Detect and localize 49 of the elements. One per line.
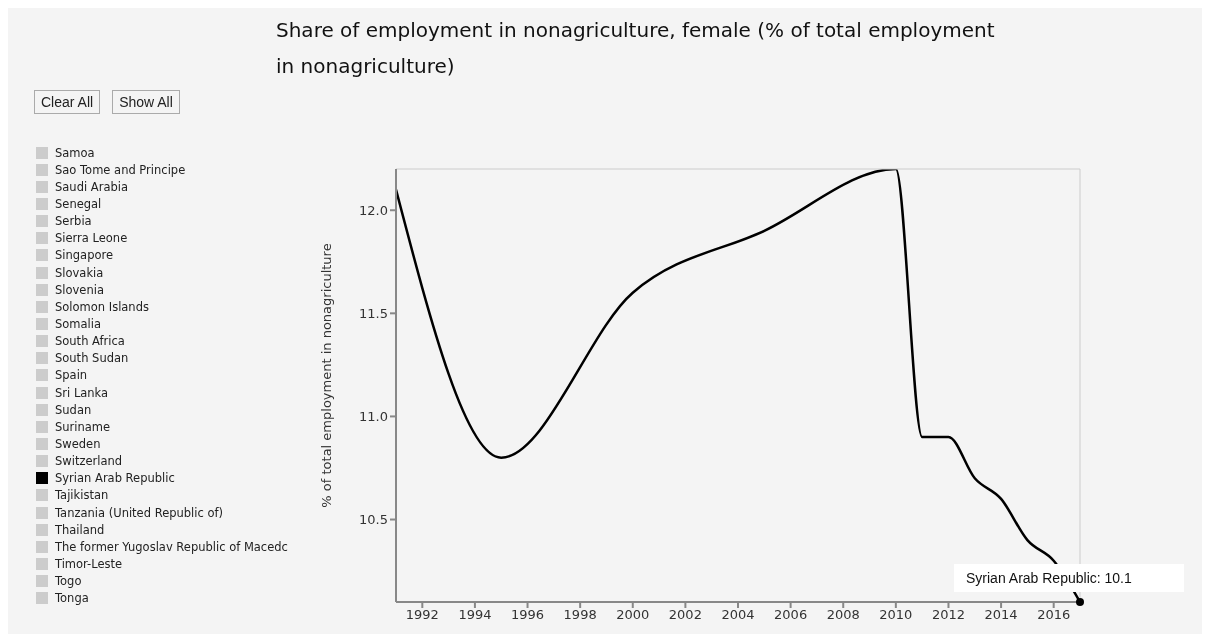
- legend-label: Samoa: [55, 145, 95, 160]
- legend-label: Solomon Islands: [55, 299, 149, 314]
- legend-label: Thailand: [55, 522, 105, 537]
- annotation: Syrian Arab Republic: 10.1: [966, 570, 1132, 586]
- legend-label: South Sudan: [55, 351, 129, 366]
- y-tick-label: 10.5: [359, 512, 388, 528]
- legend-label: Slovakia: [55, 265, 104, 280]
- x-tick-label: 2014: [984, 607, 1018, 623]
- legend-label: Togo: [55, 574, 82, 589]
- legend-label: Switzerland: [55, 454, 123, 469]
- x-tick-label: 1992: [405, 607, 439, 623]
- legend-label: Suriname: [55, 419, 111, 434]
- legend-label: Tajikistan: [55, 488, 109, 503]
- legend-label: Syrian Arab Republic: [55, 471, 175, 486]
- y-tick-label: 11.5: [359, 305, 388, 321]
- legend-label: Sierra Leone: [55, 231, 128, 246]
- legend-label: Tanzania (United Republic of): [55, 505, 224, 520]
- legend-label: Senegal: [55, 196, 102, 211]
- x-tick-label: 2016: [1037, 607, 1071, 623]
- x-tick-label: 1998: [563, 607, 597, 623]
- text: Clear All: [34, 90, 101, 114]
- x-tick-label: 2002: [668, 607, 702, 623]
- text: Show All: [112, 90, 180, 114]
- x-tick-label: 2000: [616, 607, 650, 623]
- legend-label: The former Yugoslav Republic of Macedc: [55, 539, 288, 554]
- x-tick-label: 2004: [721, 607, 755, 623]
- x-tick-label: 2008: [826, 607, 860, 623]
- legend-label: Spain: [55, 368, 88, 383]
- legend-label: Timor-Leste: [55, 556, 123, 571]
- x-tick-label: 2012: [931, 607, 966, 623]
- legend-label: South Africa: [55, 334, 125, 349]
- legend-label: Serbia: [55, 214, 92, 229]
- x-tick-label: 2010: [879, 607, 913, 623]
- legend-label: Sweden: [55, 436, 101, 451]
- legend-label: Sri Lanka: [55, 385, 109, 400]
- legend-label: Slovenia: [55, 282, 104, 297]
- y-axis-title: % of total employment in nonagriculture: [318, 243, 334, 508]
- x-tick-label: 2006: [774, 607, 808, 623]
- y-tick-label: 12.0: [359, 202, 388, 218]
- legend-label: Saudi Arabia: [55, 179, 128, 194]
- chart-title: Share of employment in nonagriculture, female (% of total employment in nonagriculture): [276, 17, 996, 80]
- y-tick-label: 11.0: [359, 409, 388, 425]
- legend-label: Singapore: [55, 248, 114, 263]
- x-tick-label: 1996: [510, 607, 545, 623]
- legend-label: Sudan: [55, 402, 92, 417]
- x-tick-label: 1994: [458, 607, 492, 623]
- legend-label: Somalia: [55, 316, 102, 331]
- legend-label: Tonga: [55, 591, 89, 606]
- legend-label: Sao Tome and Principe: [55, 162, 186, 177]
